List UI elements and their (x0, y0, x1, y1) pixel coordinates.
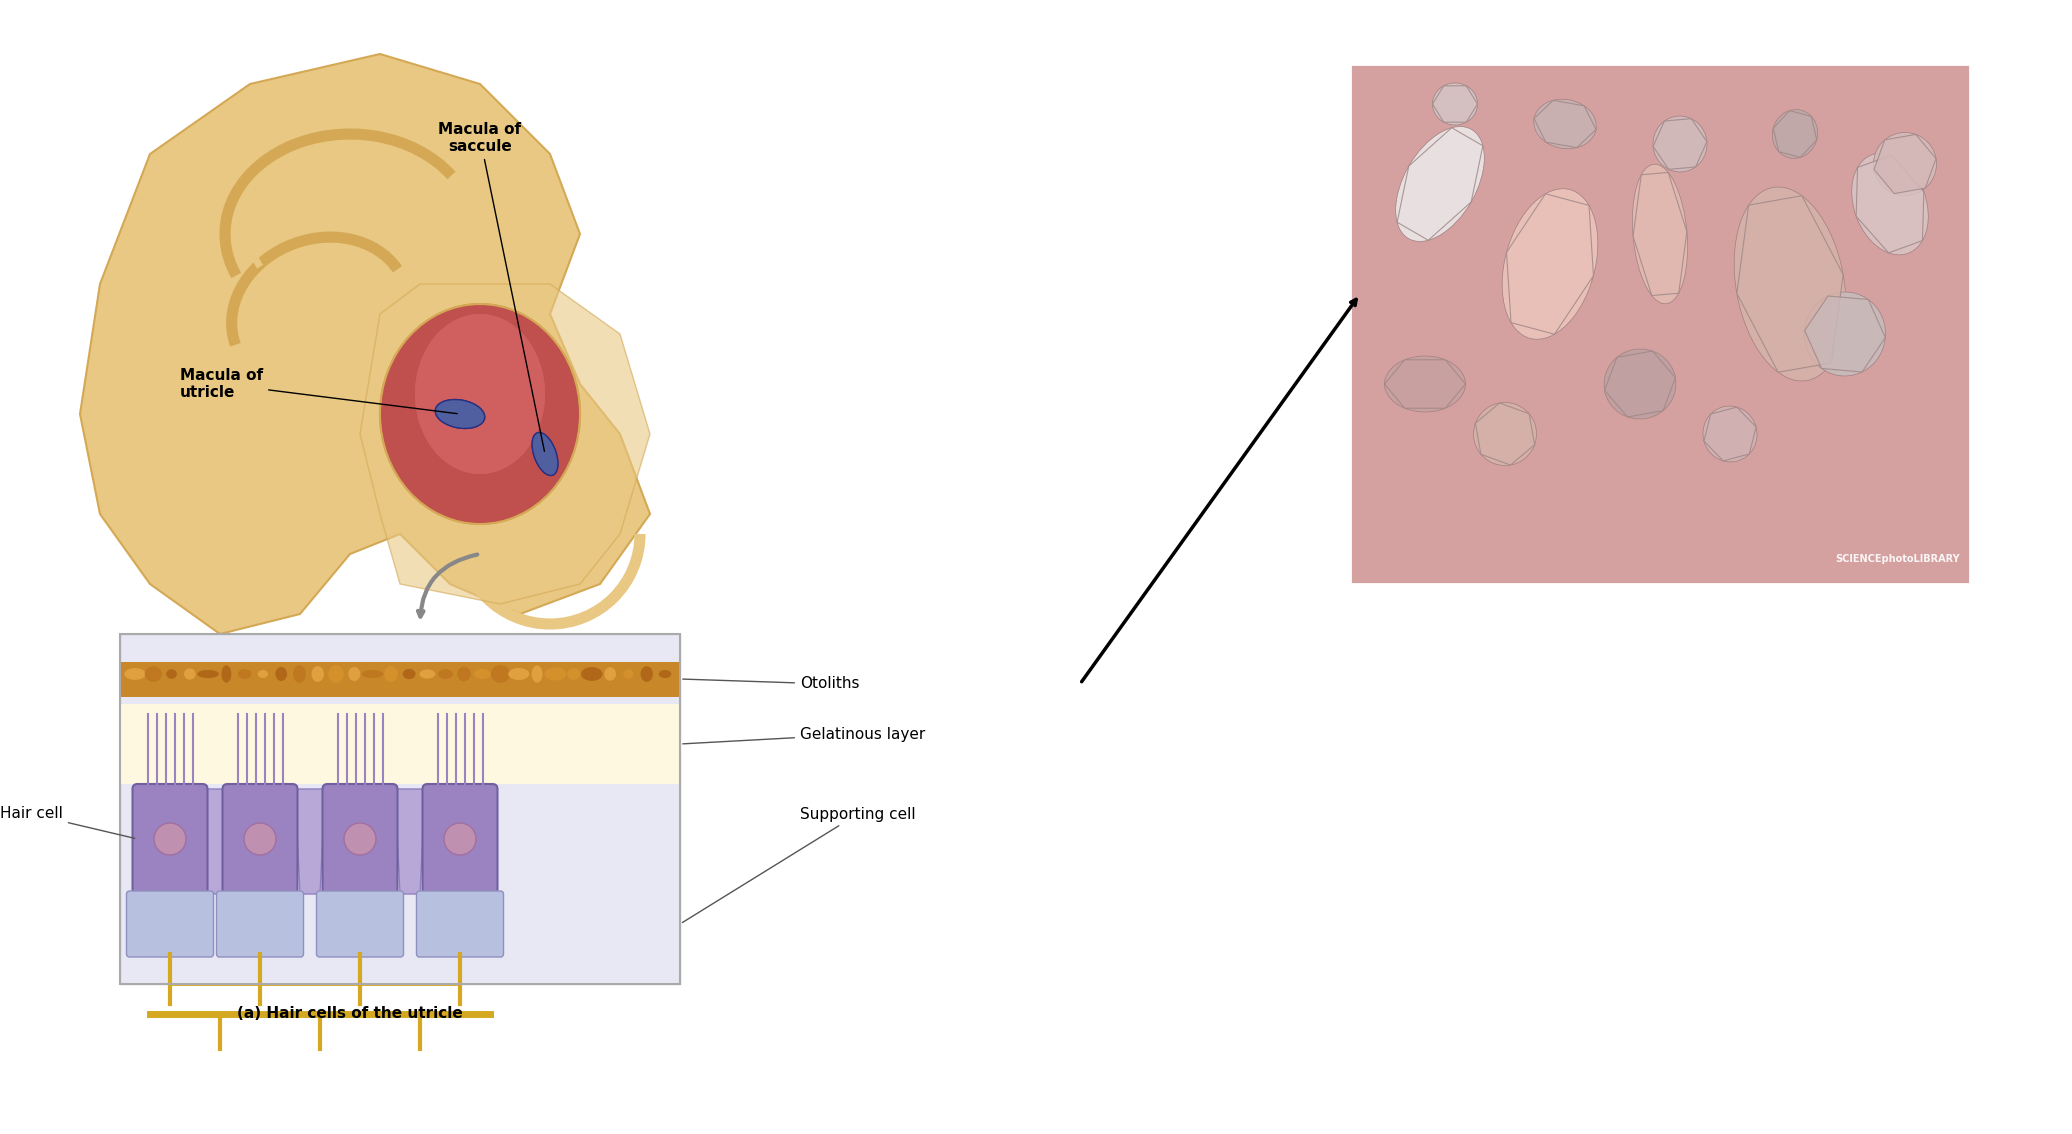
Ellipse shape (443, 823, 477, 855)
Polygon shape (1384, 359, 1465, 408)
Bar (120, 704, 680, 784)
Text: SCIENCEphotoLIBRARY: SCIENCEphotoLIBRARY (1836, 555, 1960, 564)
Ellipse shape (1772, 110, 1817, 159)
Ellipse shape (474, 669, 491, 679)
Polygon shape (1475, 403, 1535, 465)
Ellipse shape (222, 666, 232, 683)
Ellipse shape (533, 666, 543, 683)
Ellipse shape (1633, 164, 1687, 304)
Polygon shape (1805, 296, 1886, 372)
Polygon shape (1397, 128, 1484, 240)
Ellipse shape (1805, 293, 1886, 376)
Text: Macula of
saccule: Macula of saccule (439, 121, 545, 451)
Ellipse shape (145, 666, 162, 682)
Ellipse shape (1432, 83, 1477, 125)
Ellipse shape (458, 667, 470, 682)
Bar (120, 661, 680, 696)
Ellipse shape (402, 669, 416, 679)
Ellipse shape (197, 670, 220, 678)
Ellipse shape (1852, 153, 1929, 255)
Ellipse shape (166, 669, 176, 679)
Polygon shape (1604, 352, 1676, 417)
FancyBboxPatch shape (126, 891, 213, 957)
Ellipse shape (153, 823, 186, 855)
Ellipse shape (1873, 133, 1937, 195)
Ellipse shape (1397, 127, 1484, 242)
Ellipse shape (184, 668, 195, 679)
Polygon shape (1736, 196, 1844, 372)
Polygon shape (1703, 407, 1757, 460)
Ellipse shape (580, 667, 603, 680)
Ellipse shape (1473, 403, 1537, 465)
Ellipse shape (659, 670, 671, 678)
Polygon shape (1774, 111, 1817, 158)
Ellipse shape (439, 669, 454, 679)
Text: Otoliths: Otoliths (684, 677, 860, 692)
Ellipse shape (1653, 116, 1707, 172)
Ellipse shape (124, 668, 145, 680)
Ellipse shape (292, 666, 307, 683)
Polygon shape (1432, 86, 1477, 122)
Ellipse shape (1604, 349, 1676, 420)
Ellipse shape (491, 666, 510, 683)
Ellipse shape (348, 667, 361, 682)
Ellipse shape (379, 304, 580, 524)
Polygon shape (1533, 101, 1595, 147)
Ellipse shape (1533, 100, 1595, 149)
Bar (1351, 64, 1970, 584)
Ellipse shape (276, 667, 288, 682)
Ellipse shape (1502, 188, 1598, 339)
Ellipse shape (363, 670, 383, 678)
Ellipse shape (508, 668, 528, 680)
Ellipse shape (435, 399, 485, 429)
Polygon shape (361, 284, 651, 604)
Bar (120, 634, 680, 984)
Polygon shape (1633, 172, 1687, 296)
Ellipse shape (435, 399, 485, 429)
Ellipse shape (605, 667, 615, 680)
Text: Hair cell: Hair cell (0, 806, 135, 838)
Ellipse shape (414, 314, 545, 474)
Ellipse shape (545, 668, 566, 680)
FancyBboxPatch shape (133, 784, 207, 894)
Polygon shape (81, 54, 651, 634)
FancyBboxPatch shape (416, 891, 503, 957)
Polygon shape (1857, 155, 1923, 253)
Ellipse shape (257, 670, 267, 678)
Text: Supporting cell: Supporting cell (682, 806, 916, 923)
Ellipse shape (568, 668, 580, 680)
Ellipse shape (640, 666, 653, 682)
Ellipse shape (379, 304, 580, 524)
Ellipse shape (533, 432, 557, 475)
Polygon shape (294, 789, 325, 894)
Polygon shape (1653, 119, 1707, 169)
Ellipse shape (1384, 356, 1465, 412)
FancyBboxPatch shape (222, 784, 298, 894)
Polygon shape (396, 789, 425, 894)
Ellipse shape (533, 432, 557, 475)
FancyBboxPatch shape (323, 784, 398, 894)
Text: Macula of
utricle: Macula of utricle (180, 367, 458, 414)
Polygon shape (201, 789, 230, 894)
Ellipse shape (624, 669, 634, 679)
Ellipse shape (414, 314, 545, 474)
Ellipse shape (244, 823, 276, 855)
Ellipse shape (238, 669, 251, 679)
Polygon shape (1873, 135, 1935, 194)
FancyBboxPatch shape (423, 784, 497, 894)
Ellipse shape (344, 823, 375, 855)
Ellipse shape (327, 665, 344, 683)
Text: Gelatinous layer: Gelatinous layer (684, 727, 926, 744)
FancyBboxPatch shape (317, 891, 404, 957)
Bar (120, 634, 680, 984)
Ellipse shape (383, 666, 398, 682)
Polygon shape (1506, 194, 1593, 335)
Text: (a) Hair cells of the utricle: (a) Hair cells of the utricle (236, 1007, 462, 1022)
Ellipse shape (1703, 406, 1757, 462)
Ellipse shape (311, 666, 323, 682)
FancyBboxPatch shape (215, 891, 303, 957)
Ellipse shape (419, 669, 435, 678)
Ellipse shape (1734, 187, 1846, 381)
